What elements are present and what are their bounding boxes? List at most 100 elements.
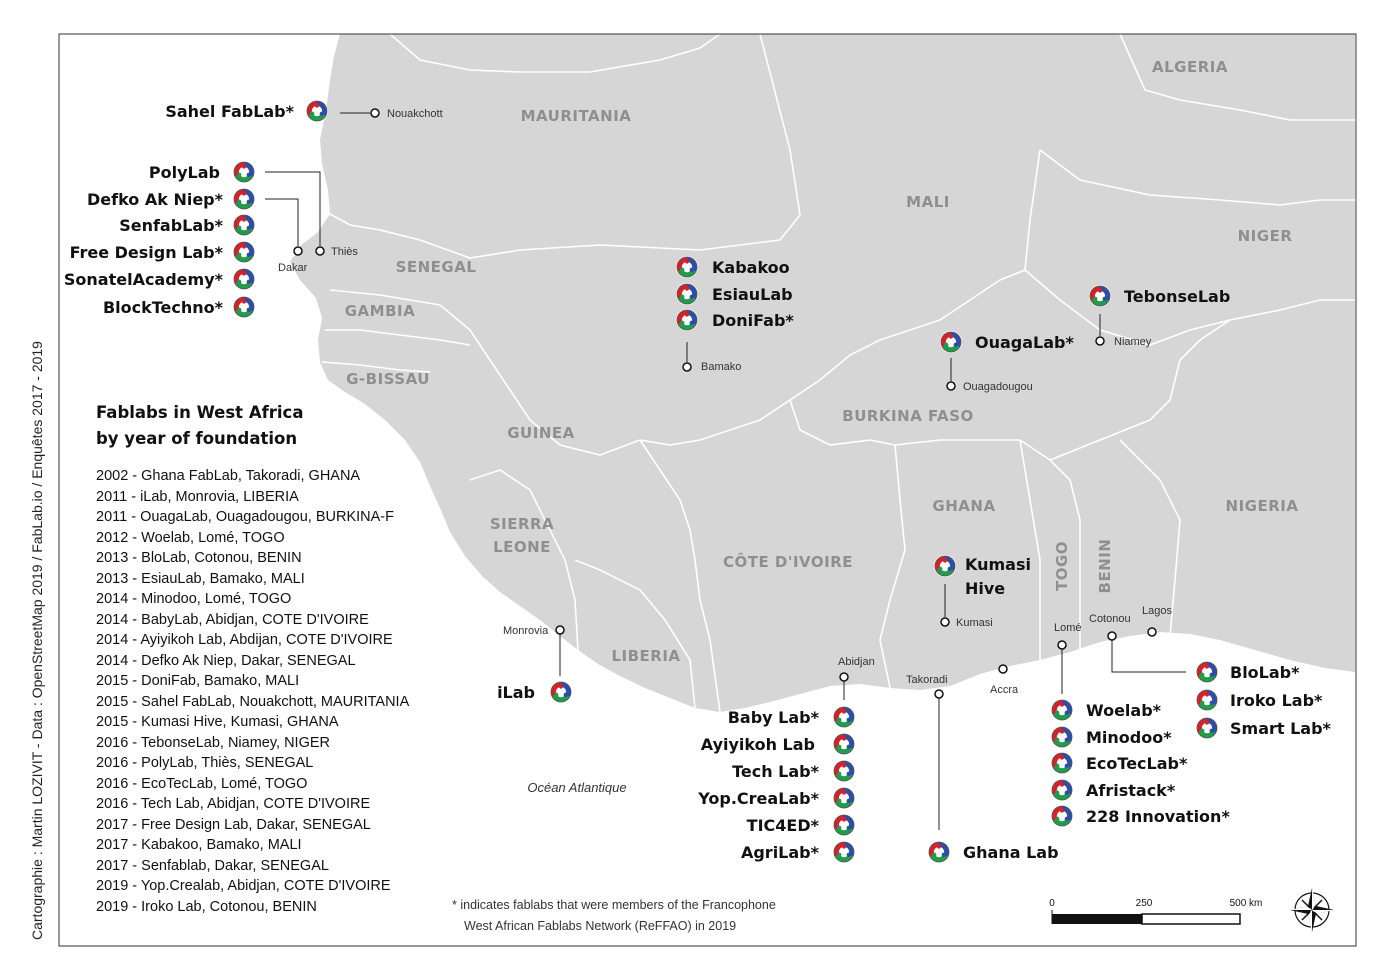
city-abidjan-marker (839, 672, 849, 682)
label-gbissau: G-BISSAU (346, 370, 430, 388)
map-frame (58, 33, 1357, 947)
fablab-logo-icon (1088, 284, 1112, 308)
city-kumasi-marker (940, 617, 950, 627)
legend-item: 2015 - Kumasi Hive, Kumasi, GHANA (96, 714, 339, 730)
fablab-logo-icon (305, 99, 329, 123)
label-burkina: BURKINA FASO (842, 407, 973, 425)
legend-title: Fablabs in West Africa by year of founda… (96, 400, 436, 452)
lab-ecoteclab: EcoTecLab* (1086, 754, 1188, 773)
country-borders (321, 33, 1355, 713)
lab-afristack: Afristack* (1086, 781, 1176, 800)
fablab-logo-icon (675, 282, 699, 306)
lab-donifab: DoniFab* (712, 311, 794, 330)
city-markers (293, 108, 1157, 699)
legend-list: 2002 - Ghana FabLab, Takoradi, GHANA 2011… (96, 466, 436, 917)
legend-title-line1: Fablabs in West Africa (96, 403, 304, 422)
ocean-label: Océan Atlantique (527, 780, 626, 795)
lab-minodoo: Minodoo* (1086, 728, 1172, 747)
compass-rose-icon (1290, 888, 1334, 932)
legend-item: 2016 - Tech Lab, Abidjan, COTE D'IVOIRE (96, 796, 371, 812)
label-mauritania: MAURITANIA (521, 107, 632, 125)
label-leone: LEONE (493, 538, 551, 556)
legend-item: 2017 - Senfablab, Dakar, SENEGAL (96, 857, 329, 874)
city-lagos: Lagos (1142, 605, 1172, 617)
fablab-labels: Sahel FabLab* PolyLab Defko Ak Niep* Sen… (64, 102, 1332, 862)
legend-item: 2013 - BloLab, Cotonou, BENIN (96, 550, 302, 566)
label-cotedivoire: CÔTE D'IVOIRE (723, 552, 853, 571)
label-gambia: GAMBIA (345, 302, 415, 320)
map-credit: Cartographie : Martin LOZIVIT - Data : O… (29, 341, 45, 940)
lab-irokolab: Iroko Lab* (1230, 691, 1323, 710)
fablab-logo-icon (832, 840, 856, 864)
scale-tick-0: 0 (1049, 898, 1055, 909)
label-niger: NIGER (1238, 227, 1293, 245)
city-thies: Thiès (331, 246, 358, 258)
lab-free-design: Free Design Lab* (70, 243, 224, 262)
legend-item: 2014 - Ayiyikoh Lab, Abdijan, COTE D'IVO… (96, 632, 393, 648)
label-guinea: GUINEA (507, 424, 574, 442)
lab-woelab: Woelab* (1086, 701, 1162, 720)
fablab-logo-icon (549, 680, 573, 704)
lab-tic4ed: TIC4ED* (747, 816, 820, 835)
legend-item: 2015 - Sahel FabLab, Nouakchott, MAURITA… (96, 693, 410, 710)
leader-lines (265, 112, 1186, 830)
city-niamey: Niamey (1114, 336, 1152, 348)
city-thies-marker (315, 246, 325, 256)
label-benin: BENIN (1096, 539, 1114, 594)
fablab-logo-icon (675, 255, 699, 279)
footnote-line1: * indicates fablabs that were members of… (452, 898, 776, 912)
fablab-logo-icon (1050, 698, 1074, 722)
fablab-logo-icon (1050, 751, 1074, 775)
fablab-logo-icon (232, 213, 256, 237)
lab-esiaulab: EsiauLab (712, 285, 793, 304)
fablab-logo-icon (1195, 716, 1219, 740)
label-liberia: LIBERIA (611, 647, 680, 665)
fablab-logo-icon (832, 705, 856, 729)
lab-ilab: iLab (497, 683, 535, 702)
legend-item: 2019 - Iroko Lab, Cotonou, BENIN (96, 898, 317, 915)
fablab-logo-icon (832, 732, 856, 756)
city-labels: Nouakchott Dakar Thiès Bamako Ouagadougo… (278, 108, 1172, 696)
label-sierra: SIERRA (490, 515, 554, 533)
fablab-logo-icon (232, 240, 256, 264)
lab-sonatel: SonatelAcademy* (64, 270, 224, 289)
lab-kumasi-hive-1: Kumasi (965, 555, 1031, 574)
lab-polylab: PolyLab (149, 163, 220, 182)
legend-item: 2002 - Ghana FabLab, Takoradi, GHANA (96, 468, 361, 484)
legend-item: 2014 - Defko Ak Niep, Dakar, SENEGAL (96, 652, 356, 669)
lab-babylab: Baby Lab* (728, 708, 820, 727)
fablab-logo-icon (1050, 804, 1074, 828)
city-takoradi-marker (934, 689, 944, 699)
lab-kabakoo: Kabakoo (712, 258, 790, 277)
fablab-logo-icon (927, 840, 951, 864)
label-mali: MALI (906, 193, 950, 211)
city-bamako: Bamako (701, 361, 741, 373)
legend-title-line2: by year of foundation (96, 429, 298, 448)
city-nouakchott-marker (370, 108, 380, 118)
lab-sahel-fablab: Sahel FabLab* (165, 102, 294, 121)
lab-yopcrealab: Yop.CreaLab* (697, 789, 819, 808)
lab-tebonselab: TebonseLab (1124, 287, 1230, 306)
lab-blocktechno: BlockTechno* (103, 298, 224, 317)
lab-ghanalab: Ghana Lab (963, 843, 1059, 862)
scale-tick-500: 500 km (1230, 898, 1263, 909)
lab-kumasi-hive-2: Hive (965, 579, 1005, 598)
fablab-logo-icon (1050, 725, 1074, 749)
fablab-logo-icon (232, 160, 256, 184)
city-bamako-marker (682, 362, 692, 372)
scale-bar: 0 250 500 km (1049, 898, 1263, 925)
city-abidjan: Abidjan (838, 656, 875, 668)
city-monrovia-marker (555, 625, 565, 635)
city-dakar-marker (293, 246, 303, 256)
city-accra: Accra (990, 684, 1019, 696)
lab-228innovation: 228 Innovation* (1086, 807, 1230, 826)
city-monrovia: Monrovia (503, 625, 549, 637)
city-dakar: Dakar (278, 262, 308, 274)
land-mass (290, 34, 1355, 712)
city-kumasi: Kumasi (956, 617, 993, 629)
legend-item: 2013 - EsiauLab, Bamako, MALI (96, 570, 305, 587)
lab-blolab: BloLab* (1230, 663, 1300, 682)
legend-item: 2011 - iLab, Monrovia, LIBERIA (96, 488, 299, 505)
legend-item: 2015 - DoniFab, Bamako, MALI (96, 673, 300, 689)
